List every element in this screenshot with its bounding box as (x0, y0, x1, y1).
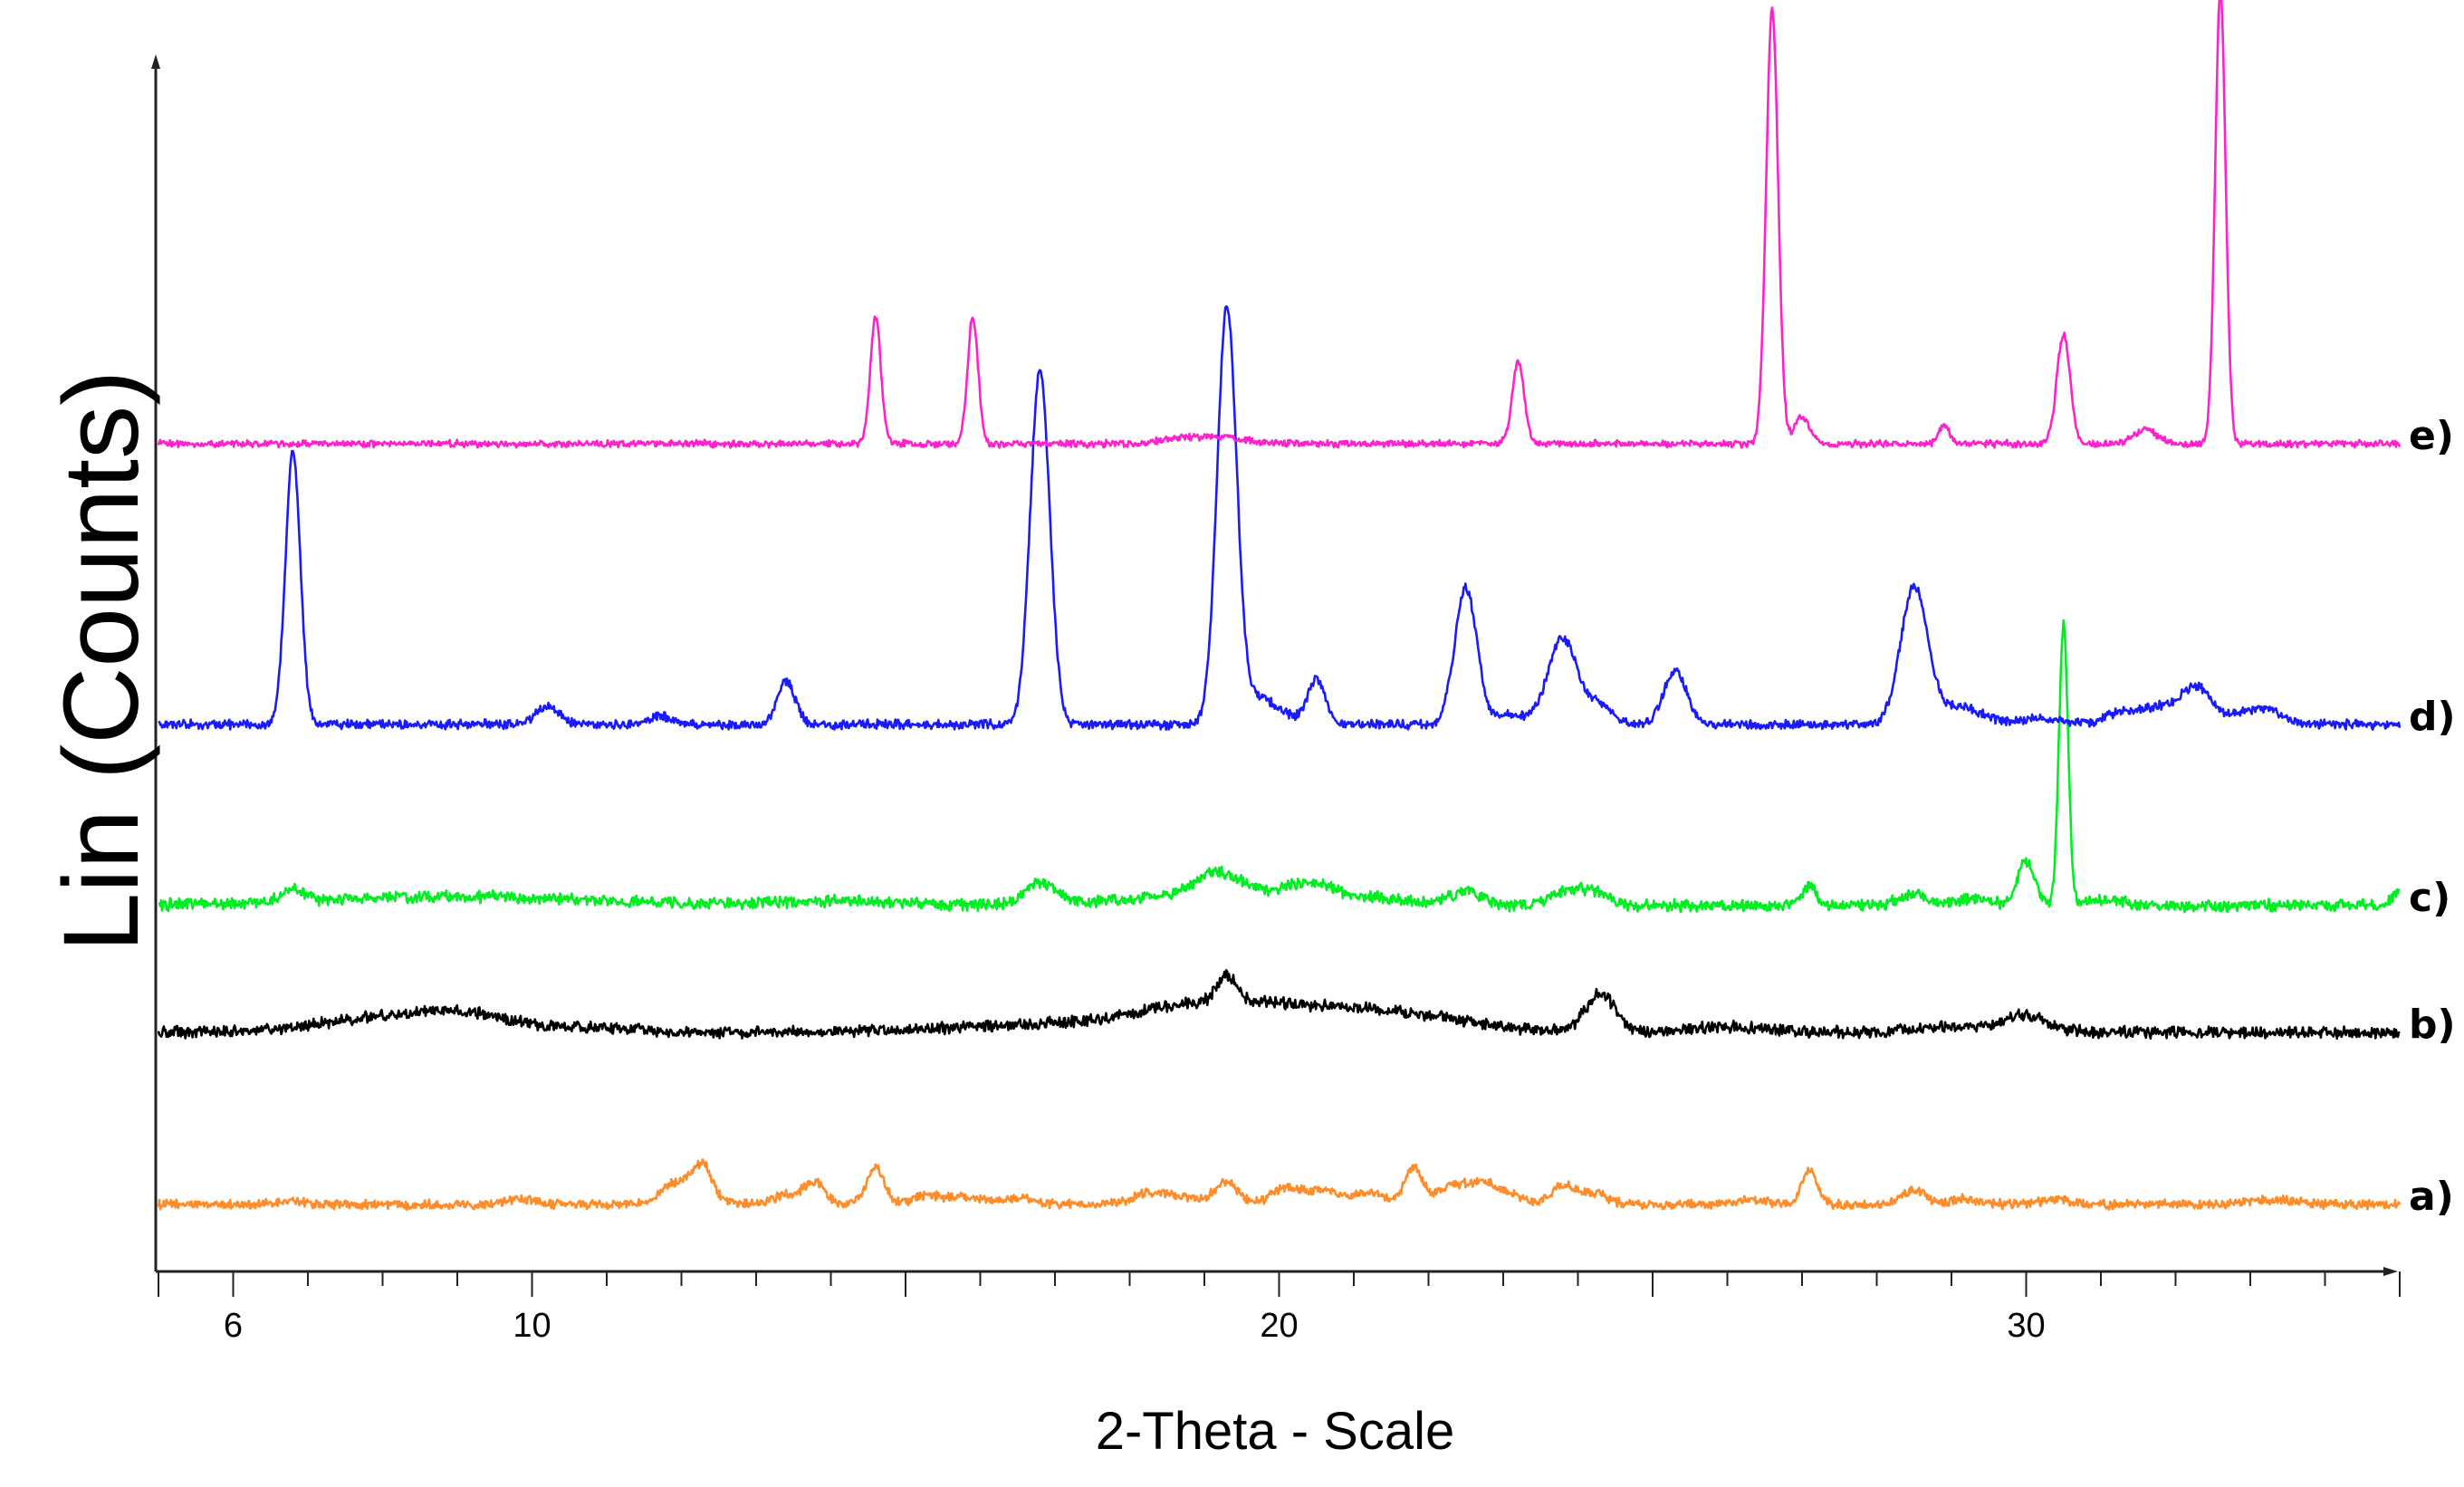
series-label-e: e) (2409, 413, 2454, 459)
y-axis-arrow (151, 54, 160, 69)
x-tick-label: 10 (513, 1307, 551, 1345)
series-line-a (157, 1158, 2402, 1212)
series-line-e (157, 0, 2402, 449)
y-axis-title: Lin (Counts) (42, 370, 161, 953)
axes (151, 54, 2398, 1276)
series-line-c (158, 619, 2401, 914)
series-label-c: c) (2409, 875, 2450, 921)
x-tick-label: 30 (2007, 1307, 2045, 1345)
x-ticks (158, 1271, 2401, 1297)
series-line-d (158, 305, 2402, 732)
x-tick-label: 20 (1260, 1307, 1298, 1345)
series-labels: a) b) c) d) e) (2409, 413, 2456, 1220)
x-axis-arrow (2383, 1267, 2398, 1276)
x-axis-title: 2-Theta - Scale (1096, 1402, 1455, 1461)
series-line-b (157, 969, 2401, 1041)
series-label-a: a) (2409, 1174, 2454, 1220)
series-lines (157, 0, 2402, 1212)
series-label-b: b) (2409, 1002, 2456, 1048)
series-label-d: d) (2409, 694, 2456, 740)
x-tick-label: 6 (224, 1307, 243, 1345)
x-tick-labels: 6 10 20 30 (224, 1307, 2046, 1345)
